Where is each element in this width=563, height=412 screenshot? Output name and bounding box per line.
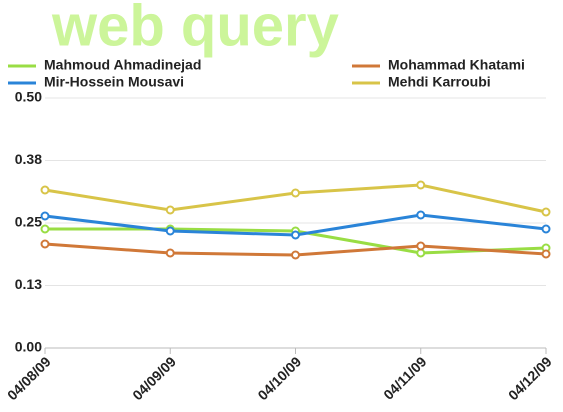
y-tick-label: 0.13 <box>15 276 42 292</box>
data-point <box>40 224 50 234</box>
legend-label: Mohammad Khatami <box>388 57 525 73</box>
y-tick-label: 0.25 <box>15 214 42 230</box>
data-point <box>416 210 426 220</box>
data-point <box>165 248 175 258</box>
data-point <box>40 239 50 249</box>
legend-label: Mir-Hossein Mousavi <box>44 74 184 90</box>
data-point <box>165 226 175 236</box>
y-tick-label: 0.38 <box>15 151 42 167</box>
data-point <box>541 224 551 234</box>
data-point <box>165 205 175 215</box>
x-tick-label: 04/11/09 <box>380 353 429 402</box>
data-point <box>416 241 426 251</box>
legend-label: Mahmoud Ahmadinejad <box>44 57 201 73</box>
x-tick-label: 04/10/09 <box>254 353 304 403</box>
y-tick-label: 0.50 <box>15 89 42 105</box>
data-point <box>416 248 426 258</box>
x-tick-label: 04/09/09 <box>129 353 179 403</box>
data-point <box>416 180 426 190</box>
data-point <box>291 230 300 240</box>
data-point <box>541 207 551 217</box>
x-tick-label: 04/08/09 <box>4 353 54 403</box>
data-point <box>291 188 300 198</box>
data-point <box>40 185 50 195</box>
data-point <box>291 250 300 260</box>
legend-label: Mehdi Karroubi <box>388 74 491 90</box>
data-point <box>541 249 551 259</box>
x-tick-label: 04/12/09 <box>505 353 555 403</box>
data-point <box>40 211 50 221</box>
chart-title: web query <box>51 0 339 58</box>
y-tick-label: 0.00 <box>15 339 42 355</box>
